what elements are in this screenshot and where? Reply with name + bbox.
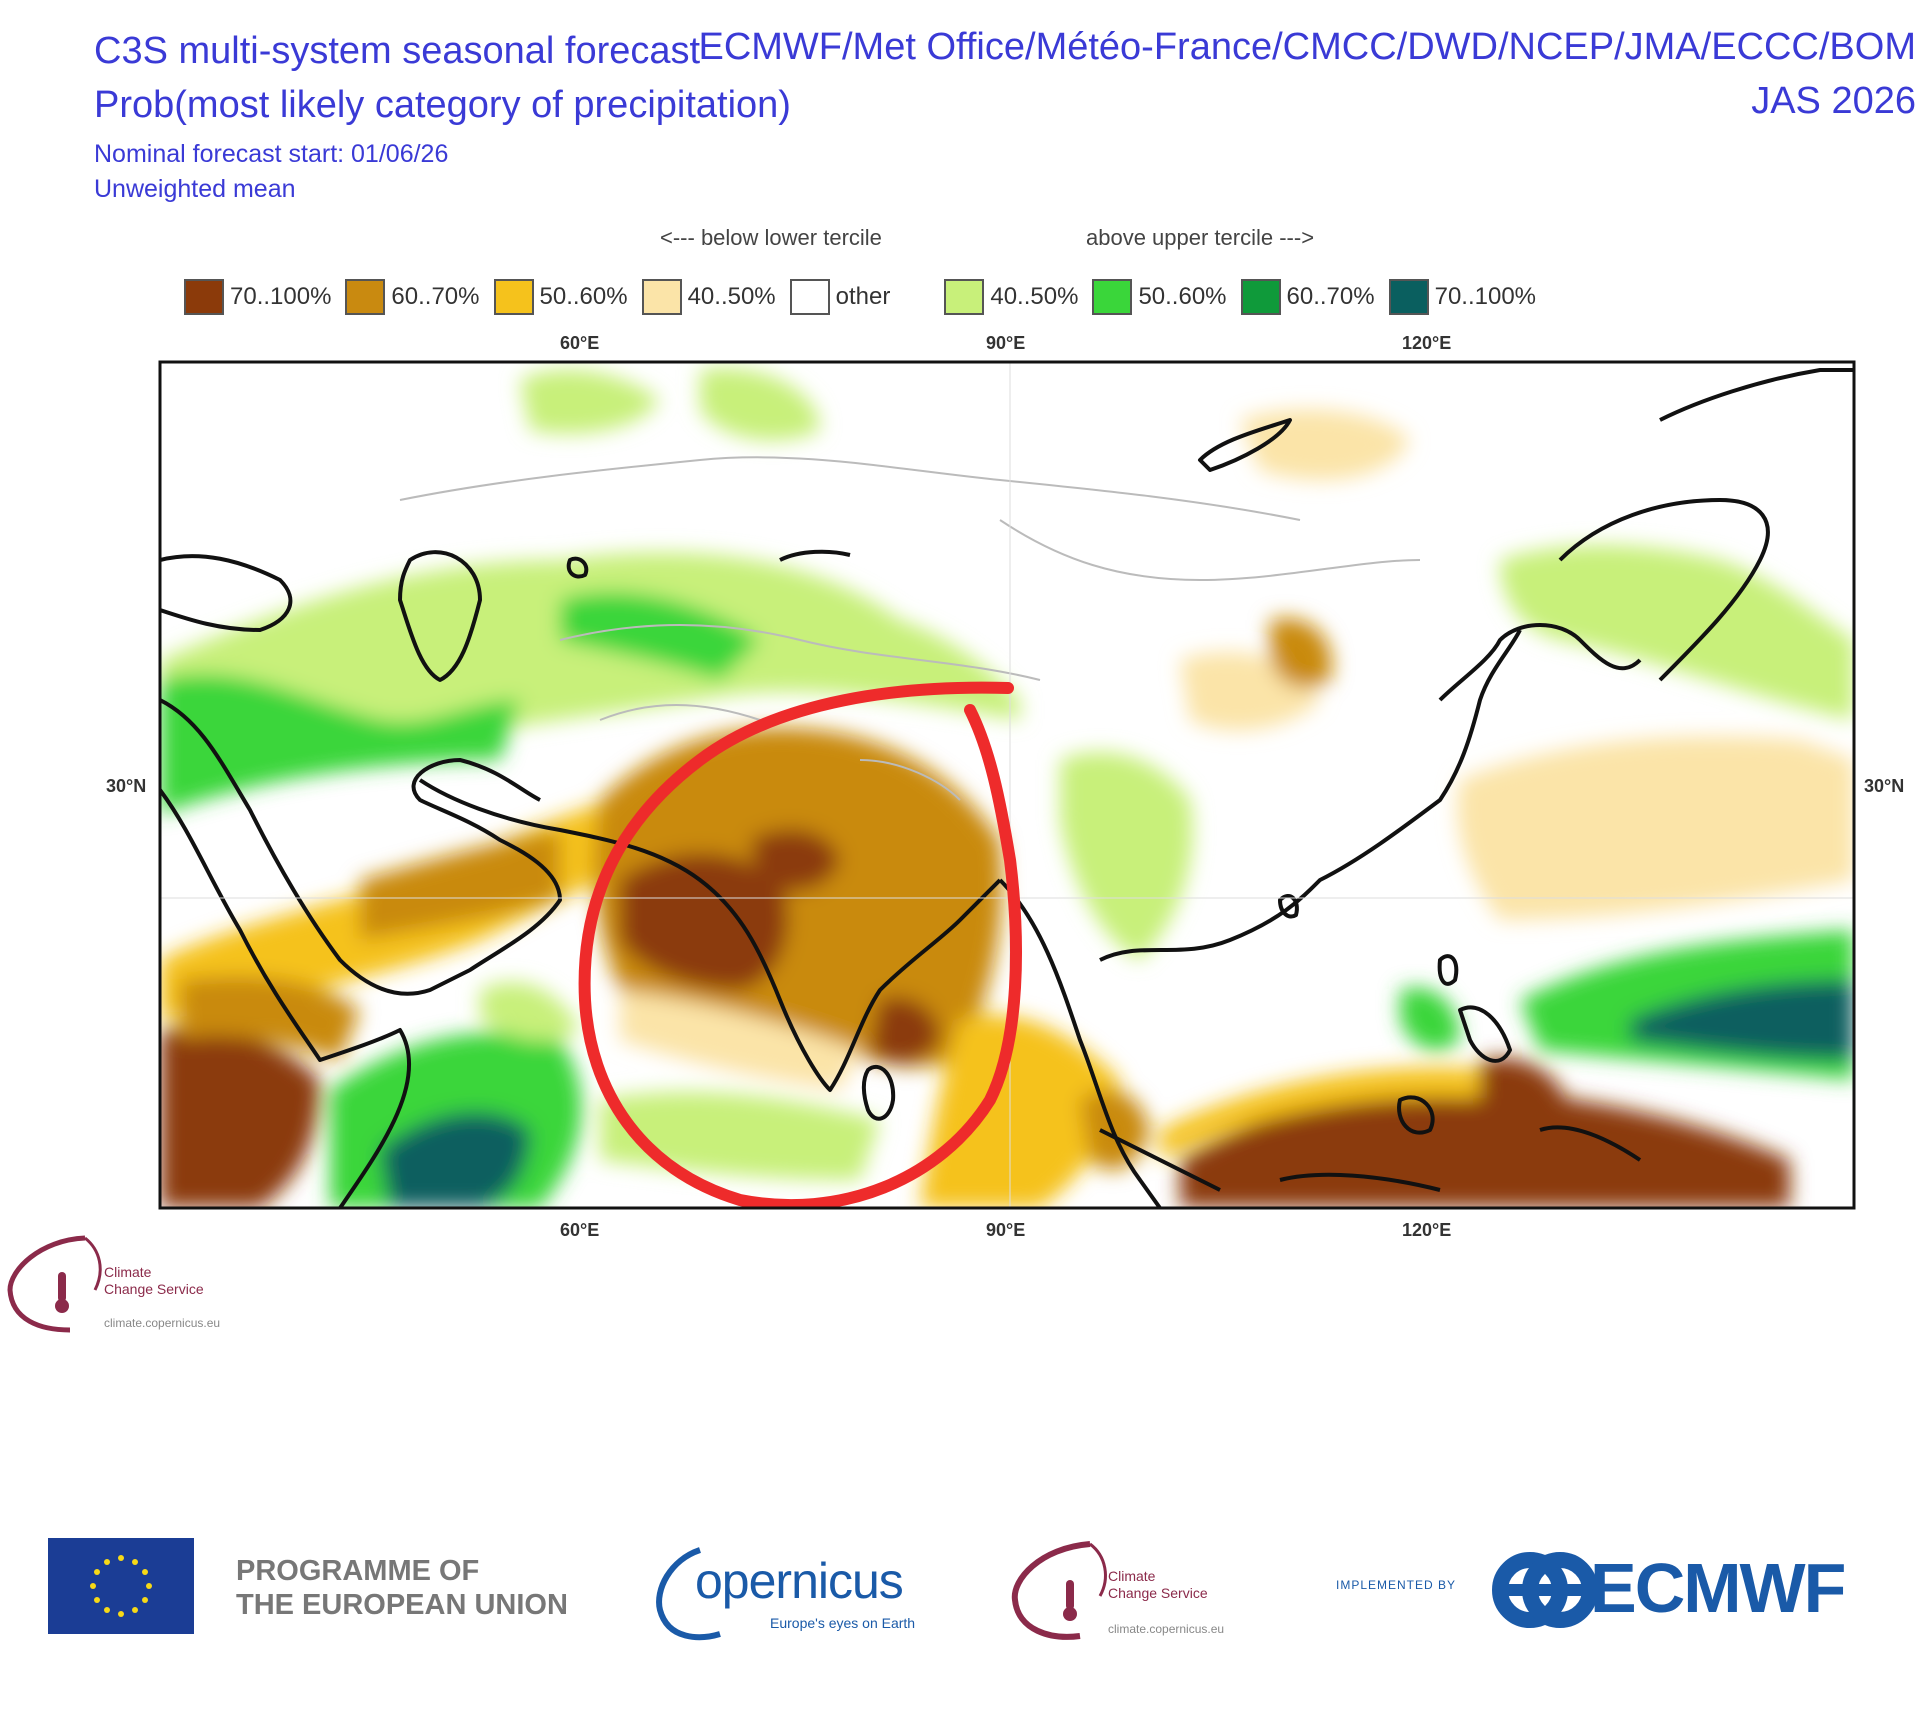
eu-programme-text: PROGRAMME OF THE EUROPEAN UNION xyxy=(236,1555,568,1621)
legend-item: 50..60% xyxy=(1092,279,1227,315)
legend-swatch xyxy=(184,279,224,315)
coastlines xyxy=(160,368,1854,1208)
lon-tick-90-top: 90°E xyxy=(986,333,1026,353)
lat-tick-30-left: 30°N xyxy=(106,776,147,796)
legend-swatch xyxy=(1388,279,1429,315)
legend-label: 70..100% xyxy=(1434,283,1537,310)
legend-label: 40..50% xyxy=(990,283,1079,310)
c3s-url-footer: climate.copernicus.eu xyxy=(1108,1622,1225,1636)
hand-drawn-circle-annotation xyxy=(578,681,1022,1208)
title-line1: C3S multi-system seasonal forecast xyxy=(94,30,701,72)
copernicus-wordmark: opernicus xyxy=(695,1553,904,1609)
legend-swatch xyxy=(345,279,386,315)
copernicus-logo: opernicus Europe's eyes on Earth xyxy=(650,1530,950,1640)
eu-flag-icon xyxy=(48,1538,194,1634)
map-frame xyxy=(158,360,1856,1210)
above-tercile-label: above upper tercile ---> xyxy=(1086,225,1315,250)
country-borders xyxy=(160,362,1854,1208)
lat-tick-30-right: 30°N xyxy=(1864,776,1905,796)
copernicus-swoosh xyxy=(656,1547,721,1641)
lon-tick-60-bottom: 60°E xyxy=(560,1220,600,1240)
implemented-by-label: IMPLEMENTED BY xyxy=(1336,1578,1457,1592)
lon-tick-90-bottom: 90°E xyxy=(986,1220,1026,1240)
legend-label: 40..50% xyxy=(687,283,776,310)
season-label: JAS 2026 xyxy=(1751,80,1916,122)
legend-item: 40..50% xyxy=(641,279,776,315)
below-tercile-label: <--- below lower tercile xyxy=(660,225,882,250)
legend-swatch xyxy=(1240,279,1281,315)
c3s-logo-footer xyxy=(1011,1541,1107,1640)
legend-label: other xyxy=(835,283,891,310)
legend-swatch xyxy=(944,279,985,315)
lon-tick-120-top: 120°E xyxy=(1402,333,1452,353)
systems-list: ECMWF/Met Office/Météo-France/CMCC/DWD/N… xyxy=(698,26,1916,68)
c3s-url-small: climate.copernicus.eu xyxy=(104,1316,221,1330)
eu-stars xyxy=(90,1555,152,1617)
forecast-start: Nominal forecast start: 01/06/26 xyxy=(94,140,449,168)
legend-item: 60..70% xyxy=(1240,279,1375,315)
legend-swatch xyxy=(493,279,534,315)
legend-swatch xyxy=(641,279,682,315)
ecmwf-symbol xyxy=(1492,1552,1598,1628)
legend-item: 70..100% xyxy=(184,279,331,315)
lon-tick-60-top: 60°E xyxy=(560,333,600,353)
legend-item: 60..70% xyxy=(345,279,480,315)
legend-item: 40..50% xyxy=(944,279,1078,315)
ecmwf-wordmark: ECMWF xyxy=(1590,1549,1846,1627)
legend-item: other xyxy=(789,279,891,315)
legend-label: 60..70% xyxy=(391,283,480,310)
legend-item: 50..60% xyxy=(493,279,628,315)
legend-swatch xyxy=(1092,279,1133,315)
lon-tick-120-bottom: 120°E xyxy=(1402,1220,1452,1240)
legend-swatch xyxy=(789,279,830,315)
c3s-name-footer: Climate Change Service xyxy=(1108,1568,1208,1601)
legend-label: 50..60% xyxy=(1138,283,1227,310)
copernicus-tagline: Europe's eyes on Earth xyxy=(770,1615,916,1631)
title-line2: Prob(most likely category of precipitati… xyxy=(94,84,791,126)
legend-item: 70..100% xyxy=(1388,279,1537,315)
legend-label: 50..60% xyxy=(539,283,628,310)
legend-label: 60..70% xyxy=(1286,283,1375,310)
c3s-name-small: Climate Change Service xyxy=(104,1264,204,1297)
probability-field xyxy=(160,362,1854,1208)
mean-type: Unweighted mean xyxy=(94,175,296,203)
legend-label: 70..100% xyxy=(230,283,332,310)
c3s-logo-small xyxy=(7,1235,102,1333)
legend: 70..100% 60..70% 50..60% 40..50% other 4… xyxy=(184,276,1550,318)
